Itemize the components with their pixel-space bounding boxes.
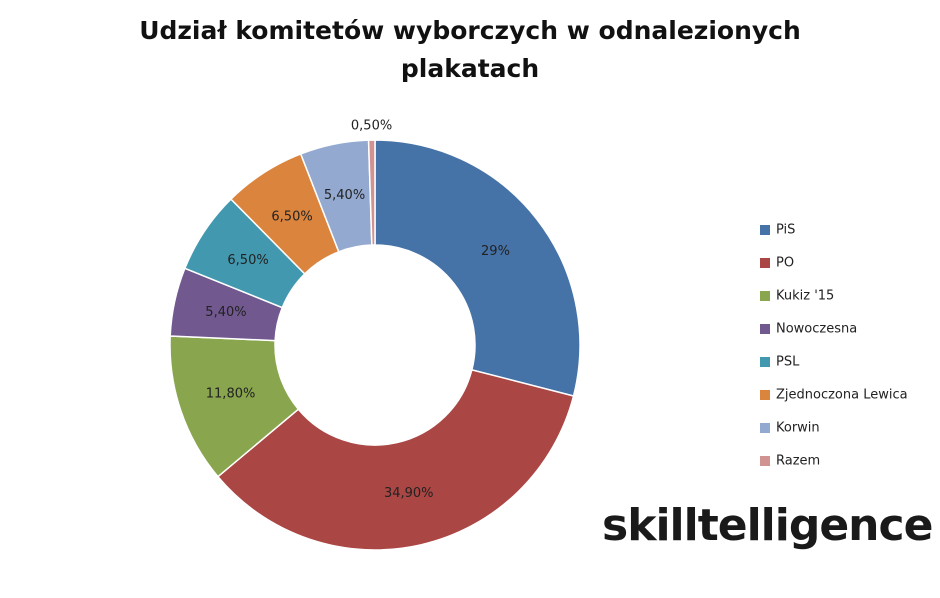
legend-label: Razem	[776, 454, 820, 469]
legend-swatch	[760, 324, 770, 334]
legend-label: PO	[776, 256, 794, 271]
legend-swatch	[760, 225, 770, 235]
data-label: 5,40%	[324, 188, 365, 203]
data-label: 29%	[481, 244, 510, 259]
legend-label: Kukiz '15	[776, 289, 834, 304]
logo: skilltelligence	[602, 500, 933, 551]
legend-swatch	[760, 357, 770, 367]
donut-slice	[216, 368, 575, 551]
legend-swatch	[760, 390, 770, 400]
chart-title: Udział komitetów wyborczych w odnalezion…	[139, 16, 801, 83]
legend-label: PSL	[776, 355, 800, 370]
legend-label: Nowoczesna	[776, 322, 857, 337]
data-label: 34,90%	[384, 486, 434, 501]
legend-swatch	[760, 258, 770, 268]
legend-swatch	[760, 291, 770, 301]
data-label: 5,40%	[205, 305, 246, 320]
data-label: 11,80%	[206, 386, 256, 401]
legend-label: PiS	[776, 223, 795, 238]
legend-label: Zjednoczona Lewica	[776, 388, 908, 403]
data-label: 0,50%	[351, 119, 392, 134]
data-label: 6,50%	[271, 210, 312, 225]
legend-swatch	[760, 456, 770, 466]
data-label: 6,50%	[227, 253, 268, 268]
legend-label: Korwin	[776, 421, 820, 436]
legend-swatch	[760, 423, 770, 433]
donut-slice	[367, 139, 376, 246]
donut-slice	[374, 139, 581, 397]
